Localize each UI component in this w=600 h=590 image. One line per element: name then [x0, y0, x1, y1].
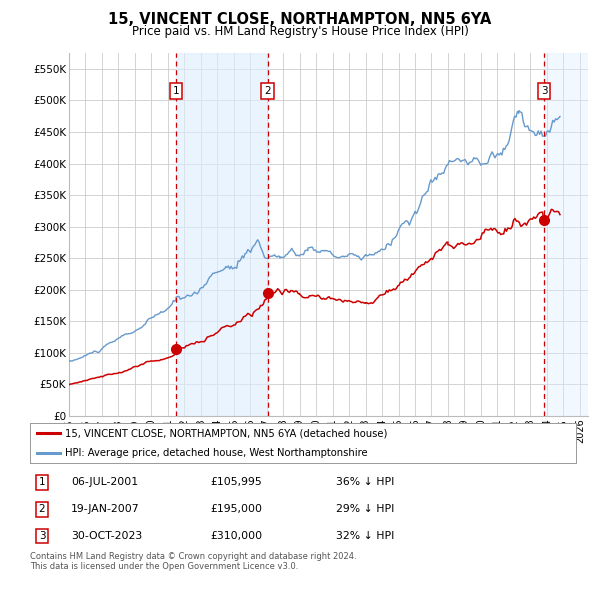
- Text: 15, VINCENT CLOSE, NORTHAMPTON, NN5 6YA: 15, VINCENT CLOSE, NORTHAMPTON, NN5 6YA: [109, 12, 491, 27]
- Text: This data is licensed under the Open Government Licence v3.0.: This data is licensed under the Open Gov…: [30, 562, 298, 571]
- Bar: [544, 53, 588, 416]
- Text: £105,995: £105,995: [210, 477, 262, 487]
- Text: 2: 2: [38, 504, 46, 514]
- Text: 1: 1: [173, 86, 179, 96]
- Text: Price paid vs. HM Land Registry's House Price Index (HPI): Price paid vs. HM Land Registry's House …: [131, 25, 469, 38]
- Text: 06-JUL-2001: 06-JUL-2001: [71, 477, 138, 487]
- Bar: [176, 53, 268, 416]
- Text: 1: 1: [38, 477, 46, 487]
- Text: 29% ↓ HPI: 29% ↓ HPI: [336, 504, 394, 514]
- Text: 2: 2: [264, 86, 271, 96]
- Text: £310,000: £310,000: [210, 531, 262, 541]
- Text: £195,000: £195,000: [210, 504, 262, 514]
- Text: 36% ↓ HPI: 36% ↓ HPI: [336, 477, 394, 487]
- Text: 3: 3: [38, 531, 46, 541]
- Text: 32% ↓ HPI: 32% ↓ HPI: [336, 531, 394, 541]
- Text: Contains HM Land Registry data © Crown copyright and database right 2024.: Contains HM Land Registry data © Crown c…: [30, 552, 356, 560]
- Text: HPI: Average price, detached house, West Northamptonshire: HPI: Average price, detached house, West…: [65, 448, 368, 458]
- Text: 30-OCT-2023: 30-OCT-2023: [71, 531, 142, 541]
- Text: 19-JAN-2007: 19-JAN-2007: [71, 504, 140, 514]
- Bar: [544, 53, 588, 416]
- Text: 3: 3: [541, 86, 547, 96]
- Text: 15, VINCENT CLOSE, NORTHAMPTON, NN5 6YA (detached house): 15, VINCENT CLOSE, NORTHAMPTON, NN5 6YA …: [65, 428, 388, 438]
